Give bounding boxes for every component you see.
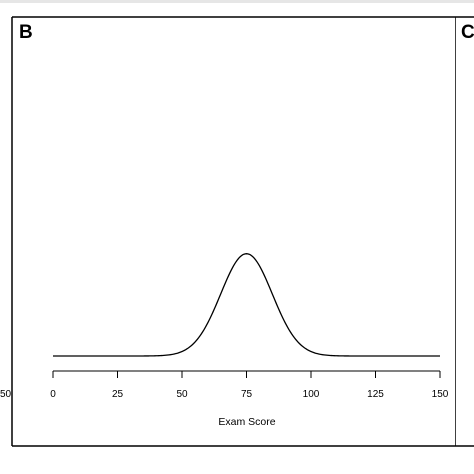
prev-panel-tick-fragment: 50 <box>0 389 12 400</box>
next-panel-area <box>456 17 474 446</box>
panel-letter: B <box>19 22 33 43</box>
x-tick-label: 50 <box>176 389 188 400</box>
x-tick-label: 25 <box>112 389 124 400</box>
x-tick-label: 100 <box>303 389 320 400</box>
x-tick-label: 75 <box>241 389 253 400</box>
top-separator <box>0 0 474 3</box>
x-axis-ticks: 0 25 50 75 100 125 150 <box>50 371 449 400</box>
density-curve <box>53 253 440 357</box>
x-tick-label: 150 <box>432 389 449 400</box>
x-tick-label: 0 <box>50 389 56 400</box>
x-tick-label: 125 <box>367 389 384 400</box>
x-axis-label: Exam Score <box>218 416 275 428</box>
next-panel-letter: C <box>461 22 474 43</box>
